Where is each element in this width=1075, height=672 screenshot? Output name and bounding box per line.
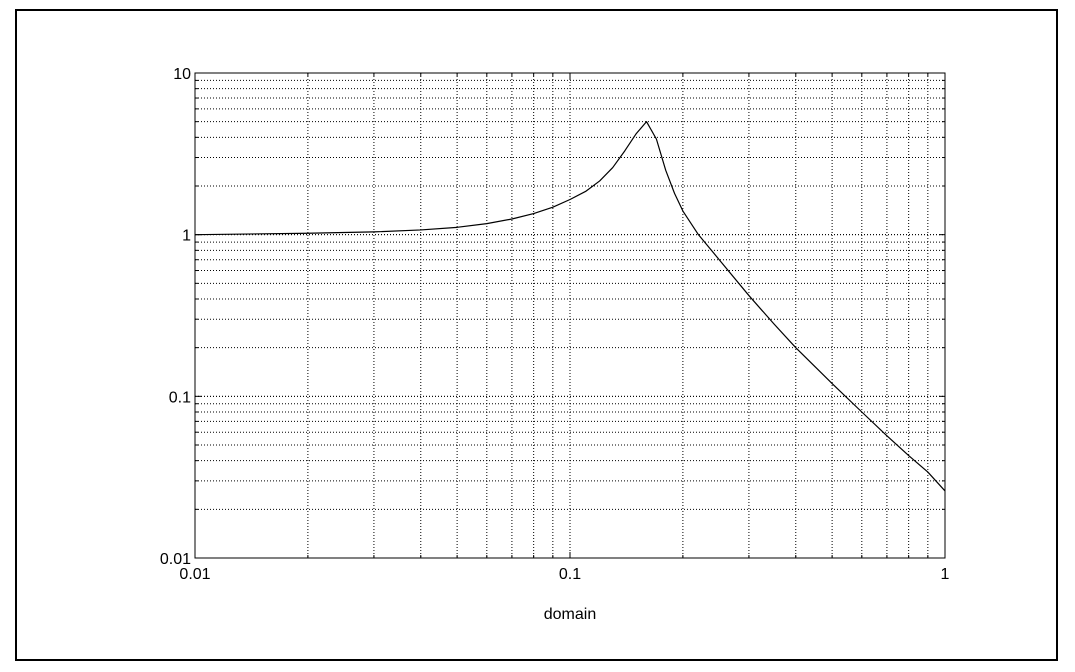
x-tick-label: 0.01 <box>179 566 210 583</box>
series-layer <box>194 121 946 492</box>
x-tick-labels: 0.01 0.1 1 <box>179 566 949 583</box>
y-tick-label: 0.01 <box>160 551 191 568</box>
grid-lines <box>194 72 946 559</box>
y-tick-label: 0.1 <box>169 389 191 406</box>
figure-frame: 0.01 0.1 1 0.01 0.1 1 10 domain <box>15 9 1058 661</box>
x-axis-label: domain <box>544 606 596 623</box>
x-tick-label: 0.1 <box>559 566 581 583</box>
series-line <box>194 121 946 492</box>
plot-area: 0.01 0.1 1 0.01 0.1 1 10 domain <box>160 66 950 623</box>
y-tick-labels: 0.01 0.1 1 10 <box>160 66 191 568</box>
y-tick-label: 10 <box>173 66 191 83</box>
y-tick-label: 1 <box>182 228 191 245</box>
axes-box <box>194 72 946 559</box>
x-tick-label: 1 <box>941 566 950 583</box>
